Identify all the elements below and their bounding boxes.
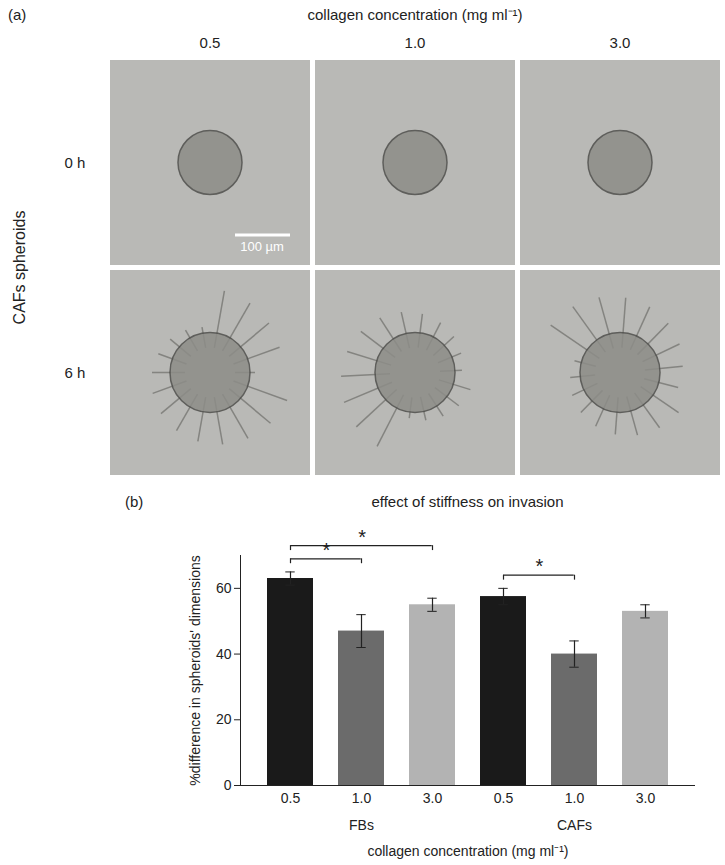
svg-text:20: 20: [216, 711, 232, 727]
svg-text:1.0: 1.0: [565, 790, 585, 806]
svg-text:*: *: [535, 555, 543, 577]
svg-text:CAFs spheroids: CAFs spheroids: [11, 211, 28, 325]
svg-text:6 h: 6 h: [65, 364, 86, 381]
html-text:(b): (b): [125, 493, 144, 510]
svg-text:3.0: 3.0: [423, 790, 443, 806]
svg-text:*: *: [358, 526, 366, 548]
svg-text:collagen concentration (mg ml⁻: collagen concentration (mg ml⁻¹): [307, 6, 522, 23]
svg-text:(a): (a): [8, 6, 26, 23]
svg-text:0.5: 0.5: [200, 34, 221, 51]
svg-text:FBs: FBs: [349, 817, 374, 833]
svg-text:0.5: 0.5: [281, 790, 301, 806]
svg-text:*: *: [322, 539, 330, 561]
svg-text:3.0: 3.0: [610, 34, 631, 51]
svg-text:collagen concentration (mg ml⁻: collagen concentration (mg ml⁻¹): [367, 843, 568, 859]
svg-text:0.5: 0.5: [494, 790, 514, 806]
svg-text:0: 0: [224, 777, 232, 793]
svg-text:%difference in spheroids' dime: %difference in spheroids' dimensions: [187, 555, 203, 785]
svg-text:CAFs: CAFs: [557, 817, 592, 833]
svg-text:3.0: 3.0: [636, 790, 656, 806]
svg-text:40: 40: [216, 646, 232, 662]
svg-text:1.0: 1.0: [352, 790, 372, 806]
html-text:effect of stiffness on invasio: effect of stiffness on invasion: [371, 493, 564, 510]
svg-text:0 h: 0 h: [65, 154, 86, 171]
svg-text:60: 60: [216, 580, 232, 596]
svg-text:100 µm: 100 µm: [240, 239, 284, 254]
svg-text:1.0: 1.0: [405, 34, 426, 51]
